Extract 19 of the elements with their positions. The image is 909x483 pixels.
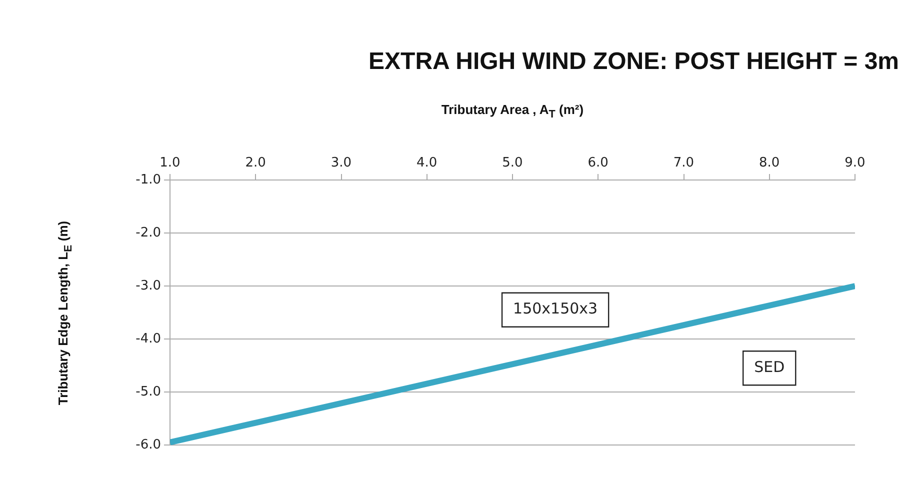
x-tick-label: 4.0 — [416, 156, 438, 171]
y-tick-label: -1.0 — [136, 172, 161, 188]
x-tick-label: 7.0 — [673, 156, 694, 171]
x-tick-label: 6.0 — [588, 156, 608, 171]
y-tick-label: -2.0 — [136, 225, 161, 240]
chart-title: EXTRA HIGH WIND ZONE: POST HEIGHT = 3m — [368, 48, 899, 76]
x-tick-label: 3.0 — [330, 156, 352, 171]
y-tick-label: -6.0 — [136, 437, 161, 452]
x-tick-label: 9.0 — [844, 156, 866, 171]
annotation: 150x150x3 — [513, 300, 598, 318]
x-axis-title: Tributary Area , A$_{T}$ (m²) — [440, 102, 585, 121]
annotation: SED — [754, 358, 785, 376]
y-tick-label: -3.0 — [136, 278, 161, 294]
x-tick-label: 2.0 — [245, 156, 266, 171]
x-tick-label: 5.0 — [502, 156, 523, 171]
y-tick-label: -5.0 — [136, 384, 161, 400]
x-tick-label: 8.0 — [759, 156, 780, 171]
y-tick-label: -4.0 — [136, 331, 161, 346]
x-tick-label: 1.0 — [160, 156, 180, 171]
